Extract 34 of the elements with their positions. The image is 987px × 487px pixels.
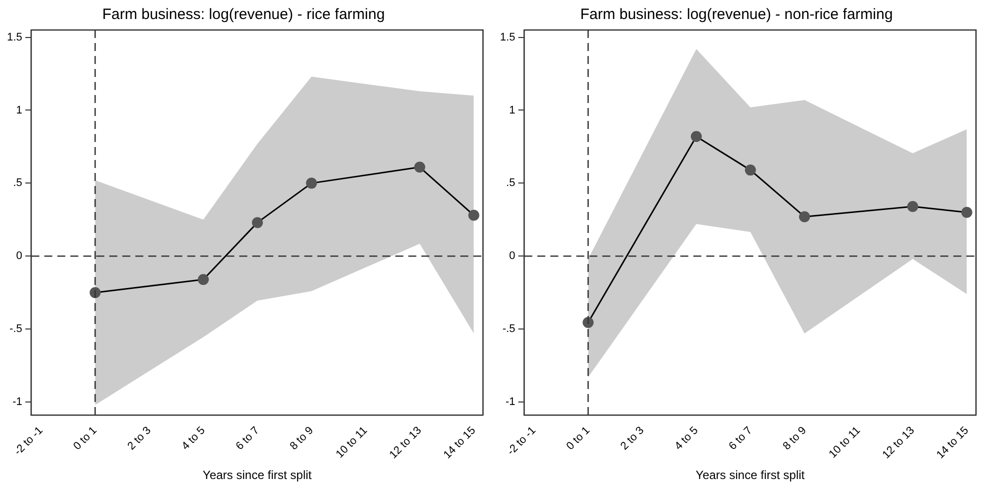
y-tick-label: 1.5 [6,31,22,44]
x-tick-label: 14 to 15 [441,424,478,462]
x-axis-title: Years since first split [696,468,806,482]
y-tick-label: .5 [506,177,516,190]
chart-title: Farm business: log(revenue) - rice farming [102,6,385,24]
x-tick-label: 4 to 5 [180,424,208,453]
x-tick-label: 12 to 13 [880,424,917,462]
x-tick-label: 10 to 11 [826,424,863,461]
x-tick-label: -2 to -1 [12,424,46,458]
x-tick-label: 0 to 1 [71,424,100,453]
y-tick-label: .5 [13,177,22,190]
y-tick-label: -.5 [9,323,22,336]
y-tick-label: 0 [509,250,516,262]
y-tick-label: -.5 [502,323,516,336]
chart-title: Farm business: log(revenue) - non-rice farming [580,6,893,24]
x-tick-label: 8 to 9 [288,424,316,453]
x-tick-label: 8 to 9 [780,424,809,453]
y-tick-label: -1 [12,396,22,408]
x-tick-label: 0 to 1 [564,424,592,453]
x-tick-label: 2 to 3 [126,424,154,453]
x-tick-label: 14 to 15 [934,424,972,462]
x-tick-label: -2 to -1 [505,424,538,458]
x-tick-label: 12 to 13 [387,424,424,462]
y-tick-label: 1 [509,104,516,116]
x-tick-label: 6 to 7 [726,424,755,453]
x-axis-title: Years since first split [202,468,312,482]
x-tick-label: 6 to 7 [234,424,262,453]
y-tick-label: 1.5 [500,31,516,44]
x-tick-label: 4 to 5 [672,424,701,453]
y-tick-label: 1 [16,104,22,116]
x-tick-label: 10 to 11 [334,424,370,461]
x-tick-label: 2 to 3 [618,424,646,453]
y-tick-label: 0 [16,250,22,262]
y-tick-label: -1 [506,396,516,408]
